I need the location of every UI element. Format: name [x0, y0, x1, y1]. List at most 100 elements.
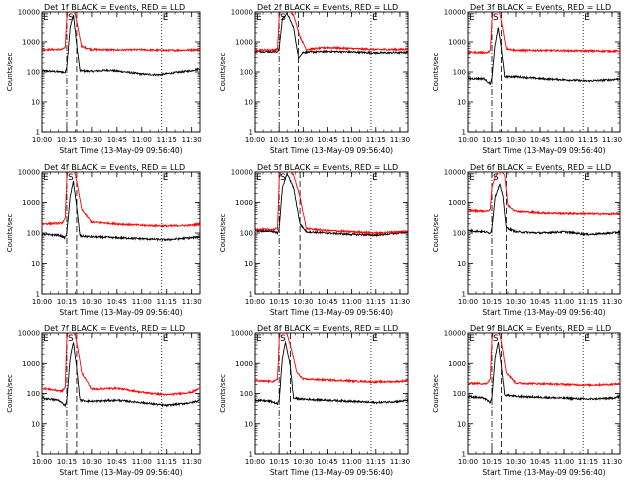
- x-tick-label: 11:15: [366, 298, 386, 306]
- marker-label: S: [493, 173, 499, 183]
- y-tick-label: 10000: [18, 330, 40, 338]
- x-tick-label: 10:30: [82, 298, 102, 306]
- marker-label: E: [43, 173, 49, 183]
- events-series-line: [468, 183, 620, 237]
- chart-panel-4: Det 4f BLACK = Events, RED = LLD Counts/s…: [6, 163, 202, 317]
- y-tick-label: 1: [462, 129, 466, 137]
- x-tick-label: 10:45: [107, 136, 127, 144]
- lld-series-line: [255, 172, 408, 236]
- marker-label: E: [372, 173, 378, 183]
- chart-panel-6: Det 6f BLACK = Events, RED = LLD Counts/s…: [432, 163, 622, 317]
- x-tick-label: 11:00: [342, 458, 362, 466]
- marker-label: E: [43, 13, 49, 23]
- x-tick-label: 10:30: [293, 136, 313, 144]
- y-tick-label: 10000: [231, 330, 253, 338]
- y-tick-label: 10: [31, 99, 40, 107]
- x-tick-label: 10:45: [317, 136, 337, 144]
- y-tick-label: 100: [453, 390, 466, 398]
- marker-label: E: [43, 334, 49, 344]
- plot-frame: [254, 11, 409, 133]
- x-tick-label: 10:00: [32, 298, 52, 306]
- chart-panel-9: Det 9f BLACK = Events, RED = LLD Counts/s…: [432, 324, 622, 477]
- x-tick-label: 10:15: [57, 458, 77, 466]
- x-tick-label: 10:00: [245, 458, 265, 466]
- y-tick-label: 1000: [22, 39, 40, 47]
- y-tick-label: 100: [27, 390, 40, 398]
- x-tick-label: 11:15: [578, 298, 598, 306]
- lld-series-line: [42, 333, 200, 397]
- chart-title: Det 9f BLACK = Events, RED = LLD: [470, 324, 611, 333]
- x-tick-label: 10:00: [245, 136, 265, 144]
- chart-title: Det 8f BLACK = Events, RED = LLD: [257, 324, 398, 333]
- y-tick-label: 10: [457, 99, 466, 107]
- x-tick-label: 10:30: [506, 298, 526, 306]
- lld-series-line: [468, 172, 620, 216]
- marker-label: E: [163, 173, 169, 183]
- x-tick-label: 10:45: [107, 298, 127, 306]
- y-tick-label: 10000: [444, 9, 466, 17]
- chart-panel-7: Det 7f BLACK = Events, RED = LLD Counts/s…: [6, 324, 202, 477]
- x-tick-label: 11:30: [182, 298, 202, 306]
- y-tick-label: 10: [244, 260, 253, 268]
- x-tick-label: 11:15: [157, 458, 177, 466]
- x-axis-label: Start Time (13-May-09 09:56:40): [59, 146, 182, 155]
- x-axis-label: Start Time (13-May-09 09:56:40): [482, 468, 605, 477]
- y-tick-label: 1: [36, 291, 40, 299]
- x-tick-label: 11:30: [602, 136, 622, 144]
- events-series-line: [42, 342, 200, 408]
- marker-label: E: [469, 334, 475, 344]
- marker-label: E: [469, 173, 475, 183]
- y-tick-label: 10000: [231, 9, 253, 17]
- x-tick-label: 10:15: [482, 458, 502, 466]
- y-tick-label: 1000: [22, 199, 40, 207]
- x-axis-label: Start Time (13-May-09 09:56:40): [270, 146, 393, 155]
- y-axis-label: Counts/sec: [219, 214, 227, 253]
- y-tick-label: 1000: [448, 360, 466, 368]
- y-axis-label: Counts/sec: [6, 53, 14, 92]
- x-tick-label: 10:00: [458, 458, 478, 466]
- x-tick-label: 10:30: [506, 136, 526, 144]
- y-tick-label: 100: [240, 69, 253, 77]
- y-axis-label: Counts/sec: [432, 214, 440, 253]
- chart-title: Det 1f BLACK = Events, RED = LLD: [44, 3, 185, 12]
- y-tick-label: 10: [244, 99, 253, 107]
- y-tick-label: 10: [457, 260, 466, 268]
- plot-frame: [467, 11, 621, 133]
- y-tick-label: 10000: [18, 9, 40, 17]
- chart-title: Det 7f BLACK = Events, RED = LLD: [44, 324, 185, 333]
- marker-label: S: [280, 173, 286, 183]
- x-tick-label: 10:45: [317, 458, 337, 466]
- x-tick-label: 11:15: [366, 136, 386, 144]
- y-tick-label: 1000: [235, 39, 253, 47]
- x-tick-label: 10:15: [269, 136, 289, 144]
- marker-label: E: [256, 173, 262, 183]
- y-axis-label: Counts/sec: [432, 53, 440, 92]
- y-tick-label: 10000: [231, 169, 253, 177]
- lld-series-line: [255, 12, 408, 53]
- x-tick-label: 11:30: [602, 458, 622, 466]
- series-group: [42, 172, 200, 242]
- x-tick-label: 10:30: [82, 136, 102, 144]
- x-tick-label: 11:30: [390, 458, 410, 466]
- y-tick-label: 1: [36, 451, 40, 459]
- series-group: [255, 12, 408, 59]
- x-tick-label: 11:00: [554, 298, 574, 306]
- y-axis-label: Counts/sec: [219, 53, 227, 92]
- y-tick-label: 10: [457, 420, 466, 428]
- x-tick-label: 10:30: [293, 298, 313, 306]
- y-tick-label: 10: [31, 260, 40, 268]
- y-tick-label: 1000: [448, 199, 466, 207]
- x-tick-label: 11:00: [342, 298, 362, 306]
- x-tick-label: 11:30: [390, 298, 410, 306]
- events-series-line: [255, 172, 408, 238]
- marker-label: E: [584, 334, 590, 344]
- y-axis-label: Counts/sec: [6, 214, 14, 253]
- series-group: [255, 333, 408, 406]
- x-axis-label: Start Time (13-May-09 09:56:40): [482, 308, 605, 317]
- x-tick-label: 11:30: [602, 298, 622, 306]
- y-tick-label: 1: [249, 129, 253, 137]
- y-tick-label: 1000: [448, 39, 466, 47]
- chart-title: Det 4f BLACK = Events, RED = LLD: [44, 163, 185, 172]
- x-tick-label: 10:15: [482, 136, 502, 144]
